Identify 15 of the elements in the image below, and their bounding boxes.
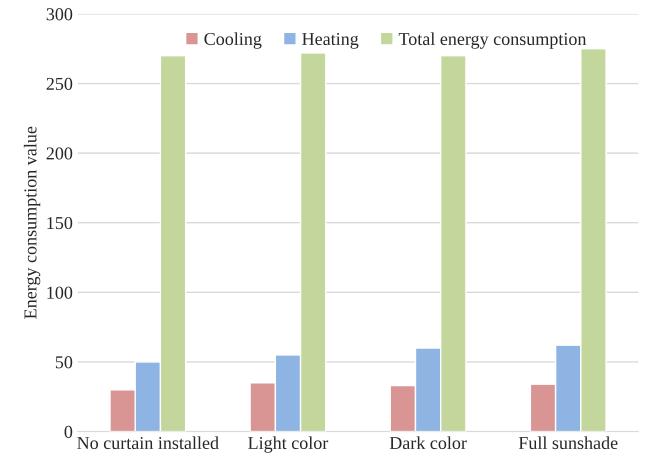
legend-label: Cooling: [204, 32, 262, 49]
y-axis-title: Energy consumption value: [24, 126, 40, 319]
y-tick-label: 250: [46, 78, 72, 90]
y-tick-label: 300: [46, 8, 72, 20]
x-tick-label: No curtain installed: [77, 436, 219, 450]
legend-label: Heating: [302, 32, 358, 49]
x-tick-label: Dark color: [390, 436, 467, 450]
legend-label: Total energy consumption: [398, 32, 586, 49]
x-tick-label: Full sunshade: [518, 436, 618, 450]
y-tick-label: 200: [46, 147, 72, 160]
y-tick-label: 100: [47, 286, 72, 299]
y-tick-label: 150: [47, 216, 72, 230]
y-tick-label: 0: [64, 426, 72, 438]
y-tick-label: 50: [56, 356, 72, 368]
x-tick-label: Light color: [248, 436, 328, 453]
